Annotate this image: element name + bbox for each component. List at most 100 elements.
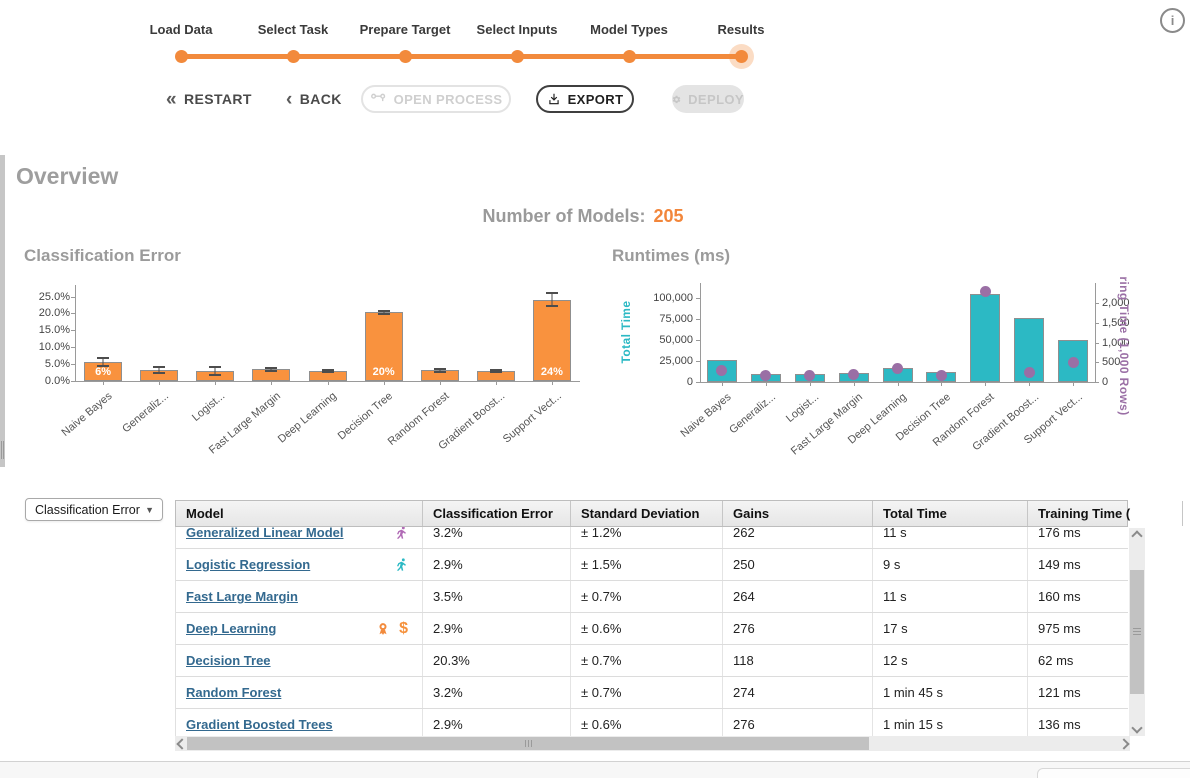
stepper-step-dot [735,50,748,63]
x-tick-mark [941,382,942,386]
panel-resize-handle[interactable] [0,155,5,467]
x-tick-mark [985,382,986,386]
column-header-gains[interactable]: Gains [723,501,873,526]
page-title: Overview [16,163,118,190]
scroll-up-button[interactable] [1129,528,1145,544]
y-tick-label: 0.0% [30,375,70,387]
model-link[interactable]: Logistic Regression [186,549,310,580]
cell-training_time: 160 ms [1028,581,1128,612]
right-y-tick-mark [1095,362,1099,363]
left-y-tick-label: 75,000 [640,313,693,325]
stepper-step-select-inputs[interactable]: Select Inputs [472,22,562,70]
cell-classification_error: 3.5% [423,581,571,612]
stepper-step-results[interactable]: Results [696,22,786,70]
chevron-up-icon [1131,530,1142,541]
left-y-tick-label: 100,000 [640,292,693,304]
cell-training_time: 136 ms [1028,709,1128,736]
x-tick-mark [854,382,855,386]
cell-gains: 274 [723,677,873,708]
stepper-step-load-data[interactable]: Load Data [136,22,226,70]
cell-training_time: 149 ms [1028,549,1128,580]
error-bar [546,292,558,306]
stepper-step-label: Model Types [590,22,668,37]
y-tick-label: 10.0% [30,341,70,353]
left-y-tick-label: 50,000 [640,334,693,346]
model-link[interactable]: Random Forest [186,677,281,708]
stepper-step-dot [399,50,412,63]
y-tick-mark [71,347,75,348]
cell-classification_error: 3.2% [423,677,571,708]
restart-button[interactable]: « RESTART [166,85,252,113]
stepper-step-model-types[interactable]: Model Types [584,22,674,70]
cell-standard_deviation: ± 0.7% [571,581,723,612]
error-bar [265,367,277,372]
chevron-down-icon: ▼ [145,505,162,515]
row-icons [393,557,422,572]
error-bar [378,310,390,315]
cell-model: Fast Large Margin [176,581,423,612]
results-table-header: ModelClassification ErrorStandard Deviat… [175,500,1128,527]
scroll-down-button[interactable] [1129,720,1145,736]
model-link[interactable]: Decision Tree [186,645,271,676]
open-process-button[interactable]: OPEN PROCESS [361,85,511,113]
x-tick-mark [898,382,899,386]
model-link[interactable]: Generalized Linear Model [186,527,344,548]
column-header-training-time[interactable]: Training Time ( [1028,501,1183,526]
x-tick-mark [766,382,767,386]
back-button[interactable]: ‹ BACK [286,85,342,113]
stepper-step-label: Results [718,22,765,37]
cell-gains: 250 [723,549,873,580]
y-tick-label: 25.0% [30,291,70,303]
model-link[interactable]: Gradient Boosted Trees [186,709,333,736]
error-bar [97,357,109,367]
table-horizontal-scrollbar[interactable] [175,736,1130,751]
model-link[interactable]: Deep Learning [186,613,276,644]
table-row-fast-large-margin: Fast Large Margin3.5%± 0.7%26411 s160 ms [176,581,1128,613]
stepper-step-label: Select Task [258,22,329,37]
column-header-total-time[interactable]: Total Time [873,501,1028,526]
runtime-bar-random-forest [970,294,1000,382]
horizontal-scroll-thumb[interactable] [187,737,869,750]
stepper-step-select-task[interactable]: Select Task [248,22,338,70]
cell-classification_error: 2.9% [423,613,571,644]
stepper-step-label: Prepare Target [360,22,451,37]
results-table-body: Generalized Linear Model3.2%± 1.2%26211 … [175,527,1128,736]
cell-total_time: 17 s [873,613,1028,644]
error-bar [322,369,334,373]
column-header-classification-error[interactable]: Classification Error [423,501,571,526]
x-axis-label-text: Naive Bayes [679,391,734,440]
download-icon [547,92,561,106]
y-tick-mark [71,381,75,382]
column-header-standard-deviation[interactable]: Standard Deviation [571,501,723,526]
footer-partial-panel [1037,768,1190,778]
stepper-step-dot [511,50,524,63]
sort-metric-dropdown[interactable]: Classification Error ▼ [25,498,163,521]
stepper-step-dot [623,50,636,63]
stepper-step-dot [287,50,300,63]
table-row-decision-tree: Decision Tree20.3%± 0.7%11812 s62 ms [176,645,1128,677]
medal-icon [376,621,390,637]
table-row-deep-learning: Deep Learning$2.9%± 0.6%27617 s975 ms [176,613,1128,645]
table-vertical-scrollbar[interactable] [1129,528,1145,736]
vertical-scroll-thumb[interactable] [1130,570,1144,694]
error-bar [209,366,221,376]
process-flow-icon [370,92,387,106]
model-link[interactable]: Fast Large Margin [186,581,298,612]
chevron-left-icon [176,738,187,749]
right-axis-title: ring Time (1,000 Rows) [1117,276,1131,415]
error-bar [490,369,502,373]
info-icon[interactable]: i [1160,8,1185,33]
x-tick-mark [1073,382,1074,386]
dollar-icon: $ [399,621,408,637]
cell-model: Gradient Boosted Trees [176,709,423,736]
column-header-model[interactable]: Model [176,501,423,526]
stepper-step-label: Select Inputs [477,22,558,37]
stepper-step-prepare-target[interactable]: Prepare Target [360,22,450,70]
export-button[interactable]: EXPORT [536,85,634,113]
deploy-button[interactable]: DEPLOY [672,85,744,113]
cell-standard_deviation: ± 0.7% [571,677,723,708]
x-tick-mark [496,381,497,385]
restart-label: RESTART [184,91,252,107]
x-axis-label-text: Deep Learning [276,390,339,446]
scroll-right-button[interactable] [1117,736,1130,751]
